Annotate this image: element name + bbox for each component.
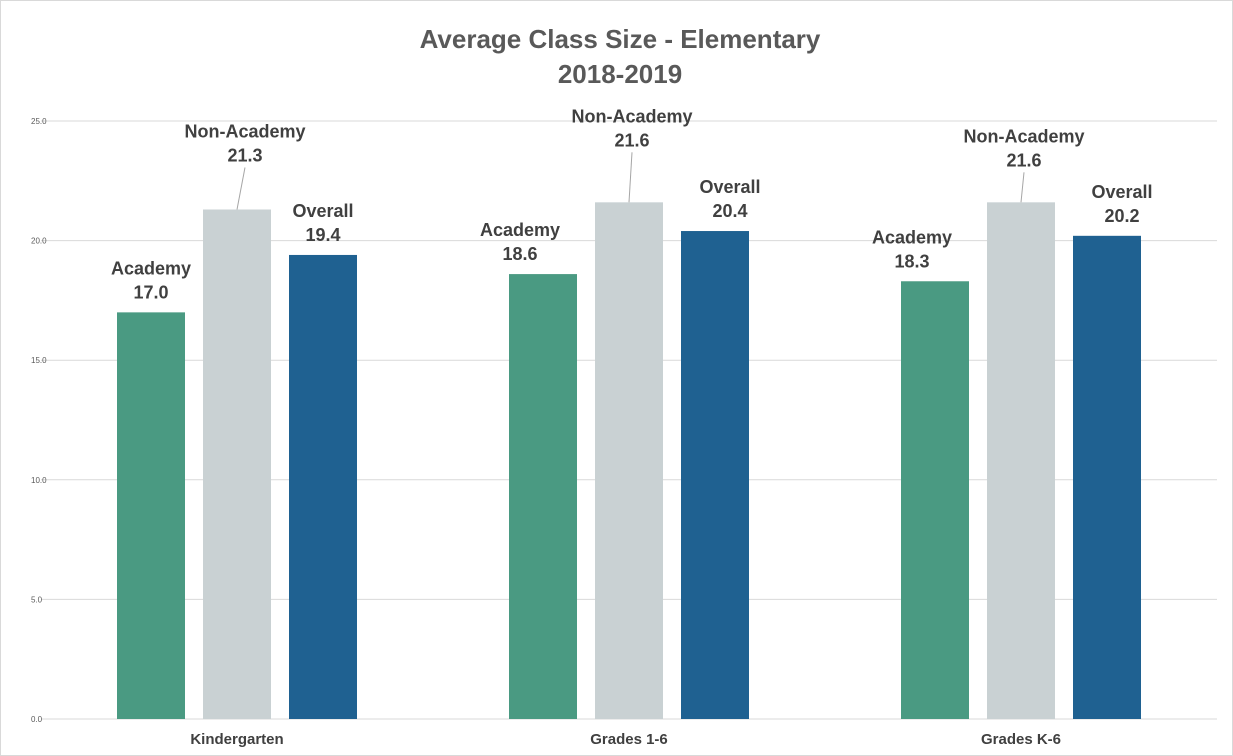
y-tick-label: 20.0 xyxy=(31,237,47,246)
x-category-label: Grades K-6 xyxy=(981,731,1061,748)
data-label-value: 20.2 xyxy=(1104,206,1139,226)
bar-non-academy xyxy=(203,209,271,719)
bar-overall xyxy=(1073,235,1141,720)
bar-non-academy xyxy=(595,202,663,719)
chart-subtitle: 2018-2019 xyxy=(558,59,682,89)
bar-academy xyxy=(509,274,577,719)
bar-non-academy xyxy=(987,202,1055,719)
leader-line xyxy=(1020,172,1025,203)
data-label-value: 20.4 xyxy=(712,201,747,221)
bar-academy xyxy=(117,312,185,719)
leader-line xyxy=(236,167,246,210)
data-label-value: 17.0 xyxy=(133,282,168,302)
bar-overall xyxy=(681,231,749,720)
data-label-series-name: Non-Academy xyxy=(184,122,305,142)
x-category-label: Grades 1-6 xyxy=(590,731,668,748)
data-label-series-name: Overall xyxy=(1091,182,1152,202)
y-tick-label: 15.0 xyxy=(31,356,47,365)
y-tick-label: 0.0 xyxy=(31,715,43,724)
data-label-series-name: Non-Academy xyxy=(963,126,1084,146)
label-leader-lines xyxy=(236,152,1025,210)
y-tick-label: 5.0 xyxy=(31,595,43,604)
bar-academy xyxy=(901,281,969,719)
data-label-value: 21.3 xyxy=(227,146,262,166)
data-label-series-name: Academy xyxy=(872,227,952,247)
data-label-value: 19.4 xyxy=(305,225,340,245)
x-axis-categories: Kindergarten Grades 1-6 Grades K-6 xyxy=(190,731,1061,748)
y-tick-label: 25.0 xyxy=(31,117,47,126)
x-category-label: Kindergarten xyxy=(190,731,283,748)
bar-overall xyxy=(289,254,357,719)
y-tick-label: 10.0 xyxy=(31,476,47,485)
y-axis-ticks: 0.0 5.0 10.0 15.0 20.0 25.0 xyxy=(31,117,47,724)
data-label-value: 18.6 xyxy=(502,244,537,264)
bars xyxy=(117,202,1141,720)
data-label-series-name: Overall xyxy=(292,201,353,221)
data-label-series-name: Overall xyxy=(699,177,760,197)
data-label-value: 21.6 xyxy=(614,130,649,150)
chart-title: Average Class Size - Elementary xyxy=(420,24,821,54)
data-label-series-name: Non-Academy xyxy=(571,106,692,126)
leader-line xyxy=(628,152,633,203)
data-label-series-name: Academy xyxy=(111,258,191,278)
data-label-value: 21.6 xyxy=(1006,150,1041,170)
data-labels: Academy 17.0 Non-Academy 21.3 Overall 19.4 Aca… xyxy=(111,106,1153,302)
data-label-series-name: Academy xyxy=(480,220,560,240)
data-label-value: 18.3 xyxy=(894,251,929,271)
